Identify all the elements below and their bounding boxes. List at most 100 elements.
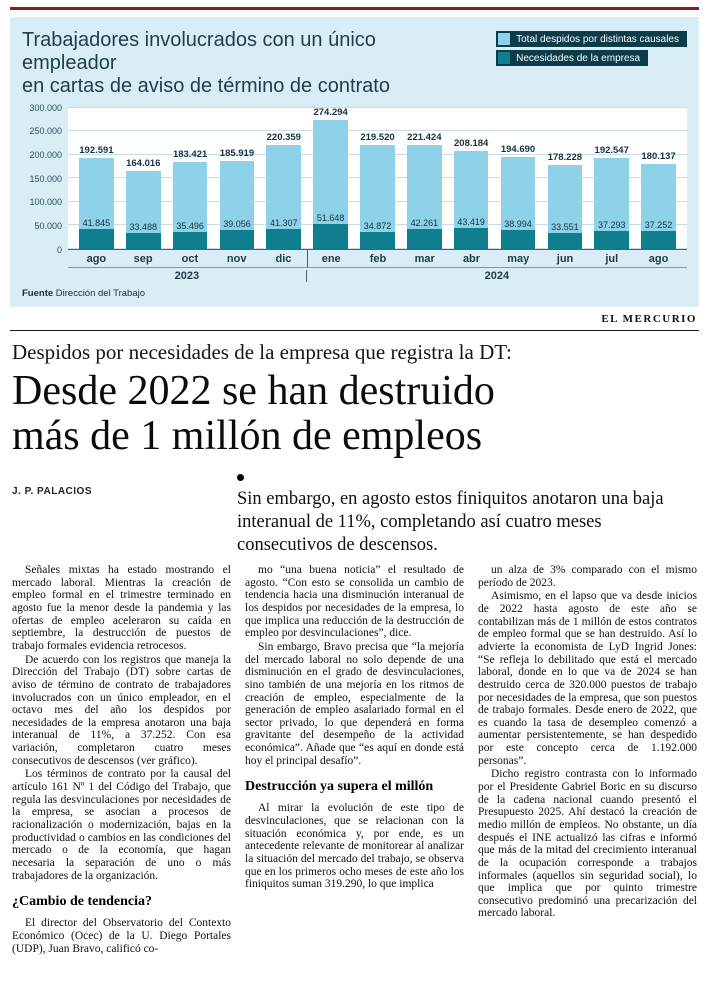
article-lede: Sin embargo, en agosto estos finiquitos …	[237, 489, 664, 555]
article-subhead: ¿Cambio de tendencia?	[12, 894, 152, 910]
article-paragraph: Los términos de contrato por la causal d…	[12, 768, 231, 882]
x-axis-month-10: jun	[556, 252, 574, 265]
chart-year-row: 2023 2024	[68, 266, 687, 282]
bar-total-value: 164.016	[126, 158, 161, 170]
legend-swatch-total-icon	[498, 33, 511, 45]
bar-group-ago-12: 180.137 37.252	[635, 108, 682, 249]
article-paragraph: Asimismo, en el lapso que va desde inici…	[478, 590, 697, 767]
chart-source-label: Fuente	[22, 287, 54, 299]
article-deck-row: J. P. PALACIOS Sin embargo, en agosto es…	[12, 474, 697, 556]
bar-needs-value: 37.293	[597, 220, 626, 231]
x-axis-month-11: jul	[605, 252, 619, 265]
article-column-2: mo “una buena noticia” el resultado de a…	[245, 564, 464, 956]
bar-group-mar-7: 221.424 42.261	[401, 108, 448, 249]
bar-needs	[406, 228, 442, 249]
bar-needs	[125, 232, 161, 249]
legend-item-total: Total despidos por distintas causales	[496, 31, 687, 47]
bar-needs	[453, 228, 489, 249]
x-axis-month-0: ago	[86, 252, 107, 265]
article-paragraph: mo “una buena noticia” el resultado de a…	[245, 564, 464, 640]
bar-needs-value: 41.845	[82, 217, 111, 228]
legend-label-total: Total despidos por distintas causales	[516, 33, 679, 45]
article-kicker: Despidos por necesidades de la empresa q…	[12, 339, 512, 364]
article-paragraph: un alza de 3% comparado con el mismo per…	[478, 564, 697, 589]
article-paragraph: Señales mixtas ha estado mostrando el me…	[12, 564, 231, 652]
chart-source: Fuente Dirección del Trabajo	[22, 288, 687, 299]
y-axis-tick-label: 0	[56, 244, 62, 255]
bar-needs-value: 34.872	[363, 221, 392, 232]
bar-group-jun-10: 178.228 33.551	[541, 108, 588, 249]
chart-panel: Trabajadores involucrados con un único e…	[10, 17, 699, 307]
chart-title-line1: Trabajadores involucrados con un único e…	[22, 29, 376, 75]
y-axis-tick-label: 250.000	[29, 126, 62, 137]
bar-needs-value: 39.056	[223, 219, 251, 230]
article-paragraph: El director del Observatorio del Context…	[12, 917, 231, 955]
x-axis-month-7: mar	[414, 252, 435, 265]
y-axis-tick-label: 200.000	[29, 149, 62, 160]
x-axis-month-12: ago	[648, 252, 669, 265]
bar-needs	[172, 231, 208, 249]
x-axis-month-1: sep	[133, 252, 153, 265]
bar-group-dic-4: 220.359 41.307	[260, 108, 307, 249]
article-paragraph: Al mirar la evolución de este tipo de de…	[245, 802, 464, 891]
bar-group-abr-8: 208.184 43.419	[448, 108, 495, 249]
chart-plot-region: 300.000 250.000 200.000 150.000 100.000 50.00…	[22, 103, 687, 282]
article-paragraph: Sin embargo, Bravo precisa que “la mejor…	[245, 640, 464, 767]
chart-y-axis: 300.000 250.000 200.000 150.000 100.000 50.00…	[22, 103, 68, 255]
bar-needs	[360, 232, 395, 249]
x-axis-month-5: ene	[306, 249, 355, 267]
bar-needs	[500, 230, 536, 249]
bar-total	[360, 145, 395, 249]
chart-plot: 192.591 41.845 164.016 33.488 183.421 35.496 1…	[68, 106, 687, 250]
bar-needs	[594, 231, 630, 249]
x-axis-month-8: abr	[462, 252, 481, 265]
bar-group-may-9: 194.690 38.994	[495, 108, 542, 249]
article-column-1: Señales mixtas ha estado mostrando el me…	[12, 564, 231, 956]
legend-label-needs: Necesidades de la empresa	[516, 52, 641, 64]
bar-needs	[219, 230, 255, 249]
chart-legend: Total despidos por distintas causales Ne…	[496, 31, 687, 66]
article-subhead: Destrucción ya supera el millón	[245, 779, 434, 795]
chart-source-text: Dirección del Trabajo	[55, 287, 146, 299]
article-column-3: un alza de 3% comparado con el mismo per…	[478, 564, 697, 956]
legend-item-needs: Necesidades de la empresa	[496, 50, 649, 66]
bar-total-value: 220.359	[266, 132, 301, 143]
bar-total-value: 274.294	[313, 106, 348, 118]
bar-needs	[547, 232, 583, 249]
legend-swatch-needs-icon	[498, 52, 511, 64]
bar-total-value: 185.919	[219, 148, 255, 160]
bar-group-ago-0: 192.591 41.845	[73, 108, 120, 249]
bar-needs-value: 41.307	[270, 218, 298, 229]
bar-needs-value: 33.551	[551, 221, 579, 232]
bar-needs-value: 33.488	[129, 221, 158, 232]
bar-needs-value: 35.496	[176, 220, 204, 231]
x-axis-month-3: nov	[226, 252, 247, 265]
article-paragraph: Dicho registro contrasta con lo informad…	[478, 768, 697, 920]
x-axis-year-2024: 2024	[305, 269, 687, 282]
gridline	[68, 106, 687, 108]
headline-line1: Desde 2022 se han destruido	[12, 367, 495, 414]
bar-group-nov-3: 185.919 39.056	[214, 108, 261, 249]
x-axis-month-4: dic	[275, 252, 292, 265]
headline-line2: más de 1 millón de empleos	[12, 412, 483, 459]
bar-needs-value: 38.994	[504, 219, 532, 230]
newspaper-brand: EL MERCURIO	[601, 312, 697, 325]
bar-needs	[641, 231, 676, 249]
article-columns: Señales mixtas ha estado mostrando el me…	[12, 564, 697, 956]
bar-total-value: 221.424	[407, 131, 442, 143]
x-axis-month-2: oct	[181, 252, 199, 265]
bar-needs-value: 37.252	[644, 220, 673, 231]
bar-needs	[79, 228, 114, 249]
bar-needs-value: 51.648	[316, 213, 345, 224]
bar-needs	[313, 224, 348, 249]
bar-total-value: 180.137	[641, 150, 676, 162]
bar-total-value: 183.421	[172, 149, 208, 161]
bar-needs-value: 42.261	[410, 217, 439, 228]
article-paragraph: De acuerdo con los registros que maneja …	[12, 653, 231, 767]
lede-bullet-icon	[237, 474, 244, 482]
bar-group-ene-5: 274.294 51.648	[307, 107, 354, 249]
bar-total-value: 194.690	[500, 144, 536, 156]
bar-group-jul-11: 192.547 37.293	[588, 108, 635, 249]
y-axis-tick-label: 50.000	[34, 220, 62, 231]
